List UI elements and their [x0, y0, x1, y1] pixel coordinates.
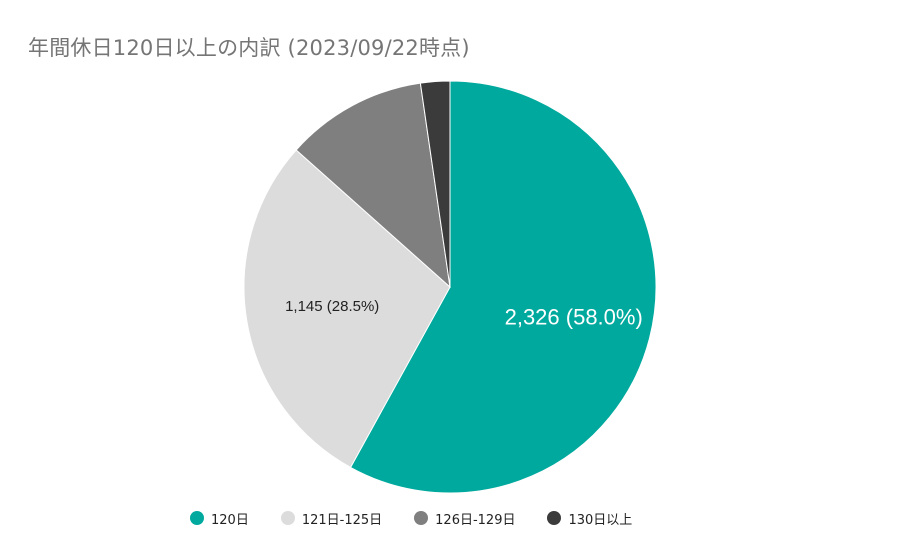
legend-swatch-1 — [190, 511, 204, 525]
legend-label-1: 120日 — [211, 512, 249, 528]
legend-item-2: 121日-125日 — [280, 509, 383, 528]
pie-slice-4 — [419, 80, 451, 288]
pie-slice-3 — [295, 82, 451, 289]
pie-data-label-1: 2,326 (58.0%) — [505, 305, 643, 330]
legend-swatch-3 — [414, 511, 429, 525]
chart-title: 年間休日120日以上の内訳 (2023/09/22時点) — [28, 36, 470, 60]
legend-label-2: 121日-125日 — [301, 512, 383, 528]
legend-item-1: 120日 — [190, 509, 249, 528]
legend-swatch-4 — [547, 511, 562, 525]
legend-swatch-2 — [280, 511, 295, 525]
pie-slice-2 — [243, 149, 451, 469]
chart-legend: 120日 121日-125日 126日-129日 130日以上 — [190, 505, 632, 531]
legend-label-4: 130日以上 — [568, 512, 633, 528]
pie-data-label-2: 1,145 (28.5%) — [285, 298, 379, 315]
legend-item-4: 130日以上 — [547, 509, 632, 528]
legend-item-3: 126日-129日 — [414, 509, 515, 528]
legend-label-3: 126日-129日 — [435, 512, 516, 528]
pie-slice-1 — [349, 80, 657, 494]
